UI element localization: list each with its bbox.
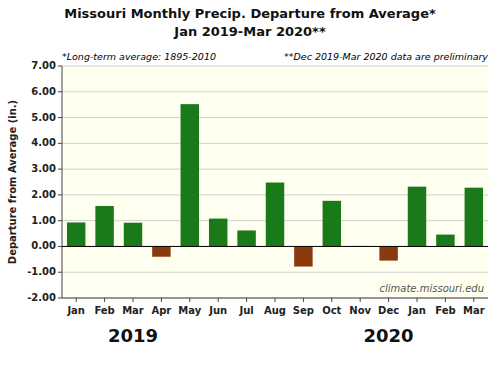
bar [294,246,312,266]
y-tick [58,246,62,247]
grid-line [62,169,488,170]
grid-line [62,246,488,247]
x-tick-label: Dec [378,305,399,316]
y-tick-label: 1.00 [31,215,56,226]
x-tick [360,298,361,302]
y-tick [58,194,62,195]
note: *Long-term average: 1895-2010 [62,51,216,62]
x-tick [189,298,190,302]
y-tick [58,169,62,170]
y-axis: -2.00 -1.00 0.00 1.00 2.00 3.00 4.00 5.00 6.00 7.… [27,60,62,303]
year-label: 2020 [364,325,414,346]
year-label: 2019 [108,325,158,346]
x-tick-label: Jan [407,305,426,316]
x-tick [275,298,276,302]
y-tick-label: 7.00 [31,60,56,71]
x-tick-label: Oct [322,305,341,316]
y-tick-label: -2.00 [27,292,56,303]
x-tick [76,298,77,302]
x-tick [133,298,134,302]
y-tick-label: 5.00 [31,112,56,123]
subtitle: Jan 2019-Mar 2020** [173,24,326,39]
x-tick-label: Mar [122,305,144,316]
title: Missouri Monthly Precip. Departure from … [64,6,436,21]
x-tick [246,298,247,302]
y-axis-line [62,66,63,298]
x-tick [104,298,105,302]
bar [95,206,113,246]
bar [465,188,483,247]
bar [152,246,170,256]
bar [209,219,227,247]
x-axis: Jan Feb Mar Apr May Jun Jul Aug Sep Oct Nov Dec Jan F… [62,298,488,316]
y-tick-label: 0.00 [31,240,56,251]
y-tick-label: 3.00 [31,163,56,174]
y-tick [58,272,62,273]
x-tick [161,298,162,302]
y-tick [58,66,62,67]
y-tick [58,220,62,221]
grid-line [62,117,488,118]
y-tick [58,143,62,144]
x-tick-label: Jan [66,305,85,316]
bar [266,183,284,247]
bar [436,235,454,247]
y-axis-label: Departure from Average (in.) [7,100,18,264]
bar [124,223,142,247]
grid-line [62,272,488,273]
grid [62,66,488,298]
bar [181,104,199,246]
x-tick-label: Jun [208,305,227,316]
watermark: climate.missouri.edu [380,283,484,294]
x-tick-label: Feb [94,305,114,316]
y-tick-label: 6.00 [31,86,56,97]
x-tick [218,298,219,302]
x-tick-label: Sep [293,305,314,316]
x-tick-label: Apr [151,305,171,316]
x-tick [303,298,304,302]
bars [67,104,483,266]
bar [323,201,341,247]
y-tick [58,91,62,92]
chart: -2.00 -1.00 0.00 1.00 2.00 3.00 4.00 5.00 6.00 7.… [0,0,500,389]
plot-background [62,66,488,298]
x-tick-label: Aug [264,305,286,316]
x-tick [473,298,474,302]
x-tick [388,298,389,302]
grid-line [62,143,488,144]
x-tick [417,298,418,302]
x-tick-label: Feb [435,305,455,316]
y-tick [58,117,62,118]
x-tick-label: Nov [349,305,371,316]
x-tick-label: Jul [238,305,253,316]
grid-line [62,66,488,67]
bar [237,230,255,246]
zero-line [62,246,488,247]
x-tick-label: May [178,305,201,316]
x-tick-label: Mar [463,305,485,316]
bar [67,222,85,246]
y-tick-label: -1.00 [27,266,56,277]
y-tick-label: 2.00 [31,189,56,200]
bar [408,187,426,247]
grid-line [62,91,488,92]
x-tick [331,298,332,302]
note: **Dec 2019-Mar 2020 data are preliminary [284,51,488,62]
y-tick [58,298,62,299]
bar [379,246,397,260]
y-tick-label: 4.00 [31,137,56,148]
x-tick [445,298,446,302]
